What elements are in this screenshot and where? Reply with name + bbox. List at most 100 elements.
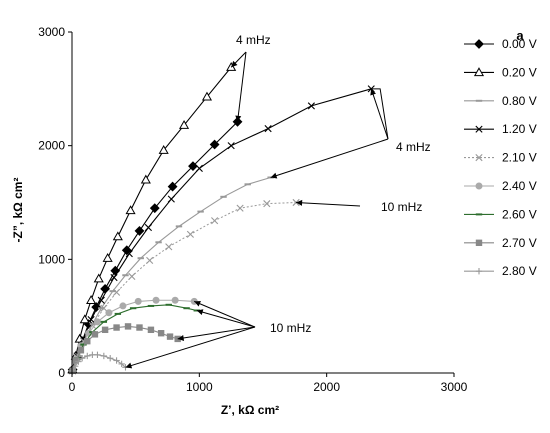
- data-point: [195, 164, 203, 172]
- data-point: [128, 272, 136, 280]
- data-point: [178, 119, 190, 129]
- legend-marker: [475, 182, 483, 190]
- data-point: [124, 323, 132, 330]
- series-2-70-V: [69, 323, 181, 374]
- data-point: [77, 347, 85, 354]
- annotation-arrow: [196, 309, 256, 328]
- data-point: [147, 326, 155, 334]
- y-axis-title: -Z”, kΩ cm²: [11, 178, 25, 243]
- data-point: [158, 145, 169, 154]
- annotation-arrow: [296, 199, 361, 207]
- data-point: [101, 326, 109, 334]
- data-point: [157, 330, 165, 337]
- data-point: [86, 295, 97, 304]
- data-point: [112, 231, 123, 241]
- data-point: [84, 352, 91, 360]
- data-point: [186, 230, 195, 238]
- data-point: [112, 288, 121, 296]
- data-point: [79, 314, 90, 324]
- legend-label: 0.00 V: [502, 37, 537, 51]
- data-point: [84, 337, 91, 345]
- legend-label: 2.60 V: [502, 207, 537, 221]
- data-point: [134, 297, 142, 305]
- data-point: [118, 360, 125, 368]
- data-point: [119, 302, 127, 310]
- data-point: [140, 174, 151, 184]
- data-point: [263, 200, 271, 208]
- data-point: [201, 91, 213, 101]
- data-point: [91, 331, 99, 338]
- data-point: [78, 355, 86, 362]
- legend-entry: 1.20 V: [464, 122, 537, 136]
- data-point: [188, 161, 198, 172]
- legend-entry: 0.00 V: [464, 37, 537, 51]
- data-point: [105, 309, 113, 317]
- data-point: [149, 203, 160, 214]
- data-point: [97, 296, 105, 304]
- data-point: [144, 223, 152, 232]
- legend-entry: 2.80 V: [464, 264, 537, 278]
- legend-entry: 0.80 V: [464, 94, 537, 108]
- legend-label: 1.20 V: [502, 122, 537, 136]
- data-point: [236, 204, 244, 212]
- x-tick-label: 3000: [441, 380, 468, 394]
- data-point: [100, 352, 108, 360]
- annotations: 4 mHz 4 mHz 10 mHz 10 mHz: [125, 33, 431, 369]
- data-point: [93, 273, 104, 283]
- data-point: [100, 304, 108, 312]
- data-point: [174, 335, 181, 343]
- series-2-60-V: [69, 303, 200, 372]
- legend-label: 2.10 V: [502, 151, 537, 165]
- x-tick-label: 1000: [186, 380, 213, 394]
- legend-label: 2.70 V: [502, 236, 537, 250]
- x-axis-title: Z’, kΩ cm²: [221, 403, 279, 417]
- annotation-label-10mhz-mid: 10 mHz: [381, 200, 422, 214]
- annotation-arrow: [177, 326, 256, 341]
- data-point: [166, 333, 174, 340]
- legend-marker: [475, 125, 483, 133]
- annotation-arrow: [230, 51, 247, 68]
- panel-label: a: [516, 28, 524, 43]
- data-point: [146, 256, 154, 265]
- data-point: [75, 358, 82, 365]
- data-point: [110, 273, 118, 282]
- series-line: [72, 88, 372, 371]
- data-point: [102, 252, 113, 262]
- annotation-bracket: [371, 88, 389, 140]
- data-point: [121, 245, 132, 256]
- data-point: [107, 355, 114, 362]
- annotation-label-4mhz-top: 4 mHz: [236, 33, 271, 47]
- data-point: [125, 250, 133, 258]
- data-point: [93, 318, 101, 326]
- legend-entry: 2.60 V: [464, 207, 537, 221]
- y-tick-label: 2000: [38, 139, 65, 153]
- annotation-arrow: [270, 138, 389, 179]
- data-point: [134, 226, 145, 236]
- data-point: [72, 357, 80, 364]
- annotation-label-4mhz-right: 4 mHz: [396, 140, 431, 154]
- x-tick-label: 0: [69, 380, 76, 394]
- data-point: [94, 351, 101, 359]
- legend-marker: [474, 39, 484, 49]
- data-point: [307, 102, 315, 110]
- data-point: [167, 195, 175, 203]
- legend-marker: [475, 268, 483, 275]
- legend-entry: 2.10 V: [464, 151, 537, 165]
- data-point: [125, 205, 136, 215]
- legend: 0.00 V 0.20 V 0.80 V 1.20 V 2.10 V 2.40 V 2.60…: [464, 37, 537, 278]
- data-point: [152, 296, 160, 304]
- data-point: [165, 243, 173, 251]
- annotation-arrow: [125, 326, 256, 369]
- data-point: [136, 324, 143, 331]
- legend-entry: 2.40 V: [464, 179, 537, 193]
- data-point: [167, 181, 178, 192]
- legend-entry: 2.70 V: [464, 236, 537, 250]
- plot-area: [67, 62, 375, 375]
- y-tick-label: 0: [58, 366, 65, 380]
- annotation-arrow: [194, 300, 256, 328]
- legend-marker: [473, 67, 485, 77]
- legend-marker: [475, 239, 483, 246]
- data-point: [171, 296, 179, 304]
